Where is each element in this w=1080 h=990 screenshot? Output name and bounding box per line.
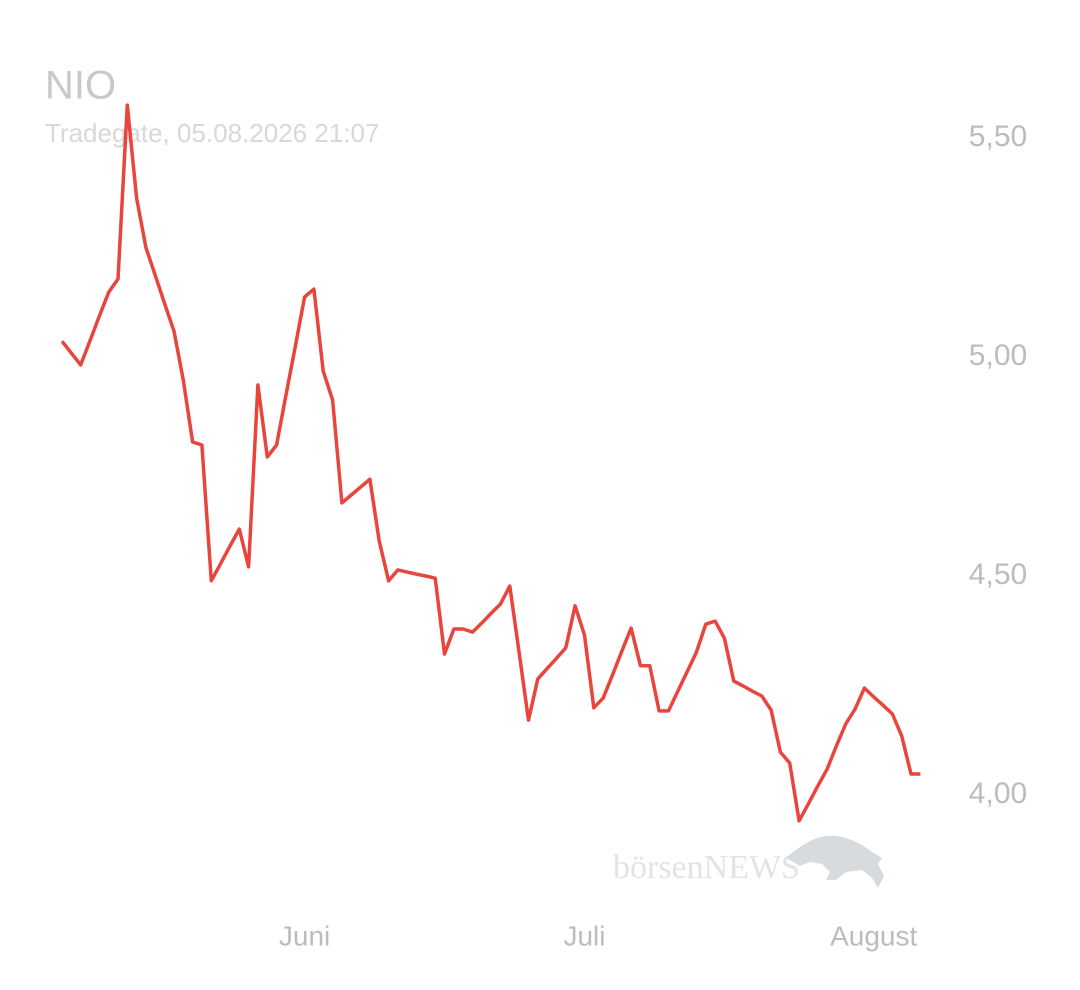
y-tick-label: 4,00	[969, 777, 1027, 810]
y-tick-label: 4,50	[969, 558, 1027, 591]
x-tick-label: August	[830, 920, 917, 951]
price-line	[60, 103, 921, 823]
y-tick-label: 5,00	[969, 339, 1027, 372]
watermark-text: börsenNEWS	[613, 849, 800, 886]
x-tick-label: Juli	[563, 920, 605, 951]
watermark-logo: börsenNEWS	[613, 835, 884, 888]
chart-subtitle: Tradegate, 05.08.2026 21:07	[45, 118, 379, 148]
bull-icon	[786, 835, 884, 888]
chart-title: NIO	[45, 64, 116, 108]
x-tick-label: Juni	[279, 920, 330, 951]
y-tick-label: 5,50	[969, 120, 1027, 153]
